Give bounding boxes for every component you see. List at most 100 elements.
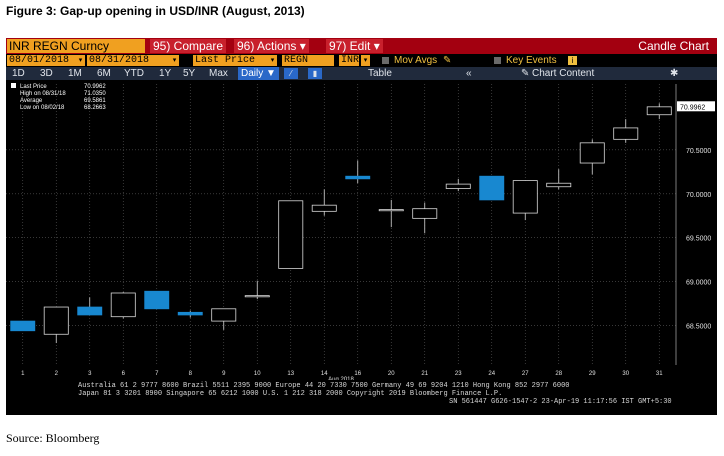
y-tick-label: 70.0000 [686, 192, 711, 199]
collapse-icon[interactable]: « [466, 68, 472, 79]
x-tick-label: 21 [421, 371, 428, 377]
candle-body [378, 209, 404, 212]
last-price-legend-swatch [11, 83, 16, 88]
x-tick-label: 14 [321, 371, 328, 377]
candle [345, 160, 371, 184]
last-price-tag-box [677, 101, 715, 112]
footer-contacts-line2: Japan 81 3 3201 8900 Singapore 65 6212 1… [78, 390, 503, 398]
figure-title: Figure 3: Gap-up opening in USD/INR (Aug… [6, 4, 305, 18]
x-tick-label: 23 [455, 371, 462, 377]
figure-source: Source: Bloomberg [6, 431, 100, 445]
candle-body [110, 292, 136, 318]
legend-average-value: 69.5861 [84, 98, 106, 104]
candle-body [445, 183, 471, 189]
chart-content-icon[interactable]: ✎ [521, 68, 530, 79]
legend-last-price-label: Last Price [20, 84, 47, 90]
price-field-select[interactable]: Last Price [193, 55, 269, 66]
candle [378, 199, 404, 228]
candle [579, 139, 605, 175]
candle [412, 202, 438, 234]
candle [646, 103, 672, 120]
table-button[interactable]: Table [368, 68, 392, 79]
legend-high-label: High on 08/31/18 [20, 91, 66, 97]
candle-body [211, 308, 237, 322]
chart-legend: Last Price 70.9962 High on 08/31/18 71.0… [11, 83, 106, 111]
x-tick-label: 29 [589, 371, 596, 377]
x-tick-label: 30 [622, 371, 629, 377]
legend-low-label: Low on 08/02/18 [20, 105, 65, 111]
end-date-dropdown-icon[interactable]: ▾ [170, 55, 179, 66]
period-ytd[interactable]: YTD [124, 68, 144, 79]
candle-body [613, 127, 639, 140]
x-tick-label: 20 [388, 371, 395, 377]
period-1y[interactable]: 1Y [159, 68, 172, 79]
candle [10, 320, 36, 332]
compare-menu[interactable]: 95) Compare [150, 39, 227, 53]
legend-last-price-value: 70.9962 [84, 84, 106, 90]
pencil-icon[interactable]: ✎ [443, 55, 452, 66]
candle [278, 200, 304, 269]
last-price-tag: 70.9962 [680, 104, 705, 111]
candle-body [177, 311, 203, 316]
chart-content-button[interactable]: Chart Content [532, 68, 595, 79]
y-tick-label: 69.0000 [686, 280, 711, 287]
price-field-dropdown-icon[interactable]: ▾ [268, 55, 277, 66]
mov-avgs-checkbox[interactable] [382, 57, 389, 64]
x-tick-label: 1 [21, 371, 25, 377]
frequency-select[interactable]: Daily ▼ [238, 67, 279, 80]
x-tick-label: 2 [55, 371, 59, 377]
currency-field[interactable]: INR [339, 55, 360, 66]
key-events-badge-icon[interactable]: i [568, 56, 577, 65]
y-tick-label: 68.5000 [686, 323, 711, 330]
end-date-field[interactable]: 08/31/2018 [87, 55, 170, 66]
candle [110, 292, 136, 319]
candle-body [345, 175, 371, 180]
ticker-field[interactable]: INR REGN Curncy [7, 39, 145, 53]
candle-body [579, 142, 605, 164]
period-5y[interactable]: 5Y [183, 68, 196, 79]
terminal-header: INR REGN Curncy 95) Compare 96) Actions … [6, 38, 717, 54]
x-tick-label: 28 [555, 371, 562, 377]
candle-chart-icon[interactable]: ▮ [308, 68, 322, 79]
period-1d[interactable]: 1D [12, 68, 25, 79]
footer-session-line: SN 561447 G626-1547-2 23-Apr-19 11:17:56… [449, 398, 672, 406]
candle-body [512, 180, 538, 214]
security-field[interactable]: REGN [282, 55, 334, 66]
x-tick-label: 16 [354, 371, 361, 377]
candle-body [412, 208, 438, 219]
actions-menu[interactable]: 96) Actions ▾ [234, 39, 309, 53]
x-tick-label: 24 [488, 371, 495, 377]
candle [144, 290, 170, 310]
candle-body [43, 306, 69, 335]
period-max[interactable]: Max [209, 68, 228, 79]
mov-avgs-label[interactable]: Mov Avgs [394, 55, 438, 66]
period-3d[interactable]: 3D [40, 68, 53, 79]
candle [311, 189, 337, 216]
settings-gear-icon[interactable]: ✱ [670, 68, 679, 79]
candle [512, 180, 538, 221]
x-tick-label: 3 [88, 371, 92, 377]
start-date-dropdown-icon[interactable]: ▾ [76, 55, 85, 66]
legend-average-label: Average [20, 98, 43, 104]
candle-body [646, 106, 672, 116]
edit-menu[interactable]: 97) Edit ▾ [326, 39, 383, 53]
bloomberg-terminal: INR REGN Curncy 95) Compare 96) Actions … [6, 38, 717, 415]
candle [479, 175, 505, 201]
candle-body [244, 295, 270, 298]
candle [177, 310, 203, 318]
key-events-label[interactable]: Key Events [506, 55, 557, 66]
candle-body [546, 182, 572, 188]
line-chart-icon[interactable]: ⁄ [284, 68, 298, 79]
period-6m[interactable]: 6M [97, 68, 111, 79]
x-tick-label: 13 [287, 371, 294, 377]
candle [211, 308, 237, 330]
start-date-field[interactable]: 08/01/2018 [7, 55, 76, 66]
period-1m[interactable]: 1M [68, 68, 82, 79]
candle [244, 280, 270, 300]
x-tick-label: 9 [222, 371, 226, 377]
key-events-checkbox[interactable] [494, 57, 501, 64]
currency-dropdown-icon[interactable]: ▾ [361, 55, 370, 66]
period-toolbar: 1D 3D 1M 6M YTD 1Y 5Y Max Daily ▼ ⁄ ▮ Ta… [6, 67, 717, 80]
candle [445, 178, 471, 192]
